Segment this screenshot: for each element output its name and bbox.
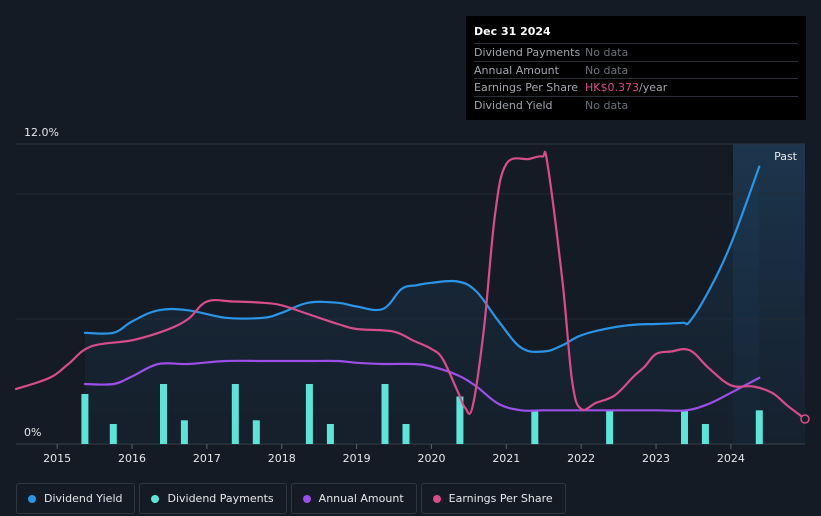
legend-dot-icon bbox=[151, 494, 160, 503]
tooltip-date: Dec 31 2024 bbox=[474, 25, 551, 38]
legend-dividend-yield[interactable]: Dividend Yield bbox=[16, 483, 136, 514]
dividend-payment-bar bbox=[305, 384, 313, 444]
legend-dividend-payments[interactable]: Dividend Payments bbox=[139, 483, 287, 514]
dividend-payment-bar bbox=[160, 384, 167, 444]
dividend-payment-bar bbox=[381, 384, 389, 444]
legend-dot-icon bbox=[432, 494, 441, 503]
legend-dot-icon bbox=[302, 494, 311, 503]
x-tick-label: 2017 bbox=[193, 452, 221, 465]
dividend-payment-bar bbox=[109, 424, 117, 444]
x-tick-label: 2018 bbox=[268, 452, 296, 465]
dividend-payment-bar bbox=[606, 410, 614, 445]
legend: Dividend Yield Dividend Payments Annual … bbox=[16, 483, 566, 514]
tooltip-row-earnings-per-share: Earnings Per Share HK$0.373/year bbox=[474, 78, 798, 96]
tooltip-eps-amount: HK$0.373 bbox=[585, 81, 639, 94]
x-axis-ticks: 2015 2016 2017 2018 2019 2020 2021 2022 2023 2024 bbox=[43, 444, 745, 465]
tooltip-row-dividend-yield: Dividend Yield No data bbox=[474, 95, 798, 114]
dividend-payment-bar bbox=[755, 410, 763, 445]
dividend-yield-line bbox=[83, 165, 761, 354]
tooltip-label: Dividend Yield bbox=[474, 98, 553, 112]
tooltip-row-annual-amount: Annual Amount No data bbox=[474, 60, 798, 79]
tooltip-value: No data bbox=[585, 46, 629, 59]
dividend-yield-area bbox=[84, 166, 760, 444]
tooltip-value: HK$0.373/year bbox=[585, 79, 667, 96]
legend-label: Dividend Yield bbox=[44, 492, 123, 505]
x-tick-label: 2024 bbox=[717, 452, 745, 465]
dividend-payment-bar bbox=[681, 410, 688, 445]
past-label: Past bbox=[774, 150, 798, 163]
legend-label: Dividend Payments bbox=[167, 492, 274, 505]
dividend-payment-bar bbox=[531, 410, 539, 445]
tooltip-label: Earnings Per Share bbox=[474, 81, 579, 94]
dividend-payments-bars bbox=[81, 384, 763, 445]
dividend-payment-bar bbox=[231, 384, 239, 444]
annual-amount-line bbox=[83, 359, 761, 412]
earnings-per-share-line bbox=[14, 150, 807, 421]
dividend-payment-bar bbox=[456, 396, 464, 444]
dividend-payment-bar bbox=[252, 420, 260, 445]
eps-end-marker bbox=[800, 414, 810, 424]
x-tick-label: 2019 bbox=[343, 452, 371, 465]
tooltip-row-dividend-payments: Dividend Payments No data bbox=[474, 43, 798, 61]
x-tick-label: 2015 bbox=[43, 452, 71, 465]
legend-dot-icon bbox=[28, 494, 36, 503]
y-axis-bottom-label: 0% bbox=[24, 426, 41, 439]
x-tick-label: 2021 bbox=[492, 452, 520, 465]
x-tick-label: 2020 bbox=[417, 452, 445, 465]
x-tick-label: 2023 bbox=[642, 452, 670, 465]
legend-label: Earnings Per Share bbox=[448, 492, 553, 505]
tooltip-panel: Dec 31 2024 Dividend Payments No data An… bbox=[466, 16, 806, 120]
dividend-payment-bar bbox=[402, 424, 410, 444]
legend-label: Annual Amount bbox=[318, 492, 404, 505]
x-tick-label: 2022 bbox=[567, 452, 595, 465]
y-axis-top-label: 12.0% bbox=[24, 126, 59, 139]
dividend-payment-bar bbox=[701, 424, 709, 444]
dividend-payment-bar bbox=[180, 420, 188, 445]
tooltip-value: No data bbox=[585, 63, 629, 77]
dividend-payment-bar bbox=[81, 394, 89, 444]
tooltip-label: Dividend Payments bbox=[474, 46, 581, 59]
dividend-payment-bar bbox=[326, 424, 334, 444]
legend-earnings-per-share[interactable]: Earnings Per Share bbox=[420, 483, 566, 514]
tooltip-label: Annual Amount bbox=[474, 63, 559, 77]
tooltip-value: No data bbox=[585, 98, 629, 112]
legend-annual-amount[interactable]: Annual Amount bbox=[290, 483, 417, 514]
x-tick-label: 2016 bbox=[118, 452, 146, 465]
tooltip-eps-unit: /year bbox=[638, 81, 668, 94]
